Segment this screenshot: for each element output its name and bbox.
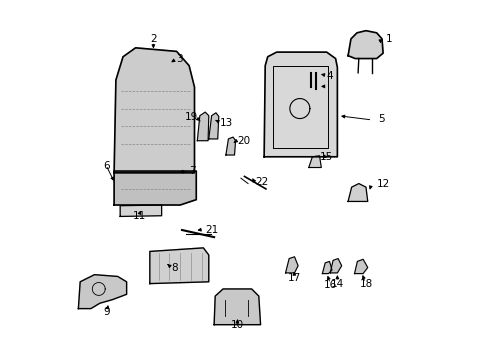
Text: 17: 17 bbox=[287, 273, 301, 283]
Polygon shape bbox=[308, 156, 321, 167]
Text: 13: 13 bbox=[219, 118, 232, 128]
Polygon shape bbox=[329, 258, 341, 273]
Text: 15: 15 bbox=[319, 152, 333, 162]
Polygon shape bbox=[347, 184, 367, 202]
Polygon shape bbox=[208, 113, 218, 139]
Polygon shape bbox=[214, 289, 260, 325]
Polygon shape bbox=[285, 257, 298, 273]
Text: 11: 11 bbox=[132, 211, 145, 221]
Text: 1: 1 bbox=[385, 34, 391, 44]
Text: 18: 18 bbox=[359, 279, 372, 289]
Polygon shape bbox=[149, 248, 208, 284]
Polygon shape bbox=[114, 171, 196, 205]
Text: 6: 6 bbox=[103, 161, 110, 171]
Text: 8: 8 bbox=[171, 262, 178, 273]
Text: 21: 21 bbox=[205, 225, 218, 235]
Text: 7: 7 bbox=[189, 166, 195, 176]
Text: 3: 3 bbox=[176, 54, 183, 64]
Text: 9: 9 bbox=[103, 307, 110, 317]
Polygon shape bbox=[78, 275, 126, 309]
Text: 2: 2 bbox=[150, 34, 156, 44]
Polygon shape bbox=[322, 261, 331, 274]
Polygon shape bbox=[120, 205, 162, 216]
Text: 14: 14 bbox=[330, 279, 343, 289]
Polygon shape bbox=[347, 31, 382, 59]
Text: 10: 10 bbox=[230, 320, 244, 330]
Polygon shape bbox=[114, 48, 194, 173]
Polygon shape bbox=[354, 259, 367, 274]
Polygon shape bbox=[264, 52, 337, 157]
Text: 4: 4 bbox=[326, 71, 333, 81]
Text: 12: 12 bbox=[376, 179, 389, 189]
Text: 22: 22 bbox=[255, 177, 268, 187]
Text: 19: 19 bbox=[184, 112, 198, 122]
Text: 5: 5 bbox=[378, 114, 384, 124]
Polygon shape bbox=[197, 112, 208, 141]
Text: 16: 16 bbox=[323, 280, 336, 291]
Polygon shape bbox=[225, 137, 235, 155]
Text: 20: 20 bbox=[237, 136, 250, 146]
